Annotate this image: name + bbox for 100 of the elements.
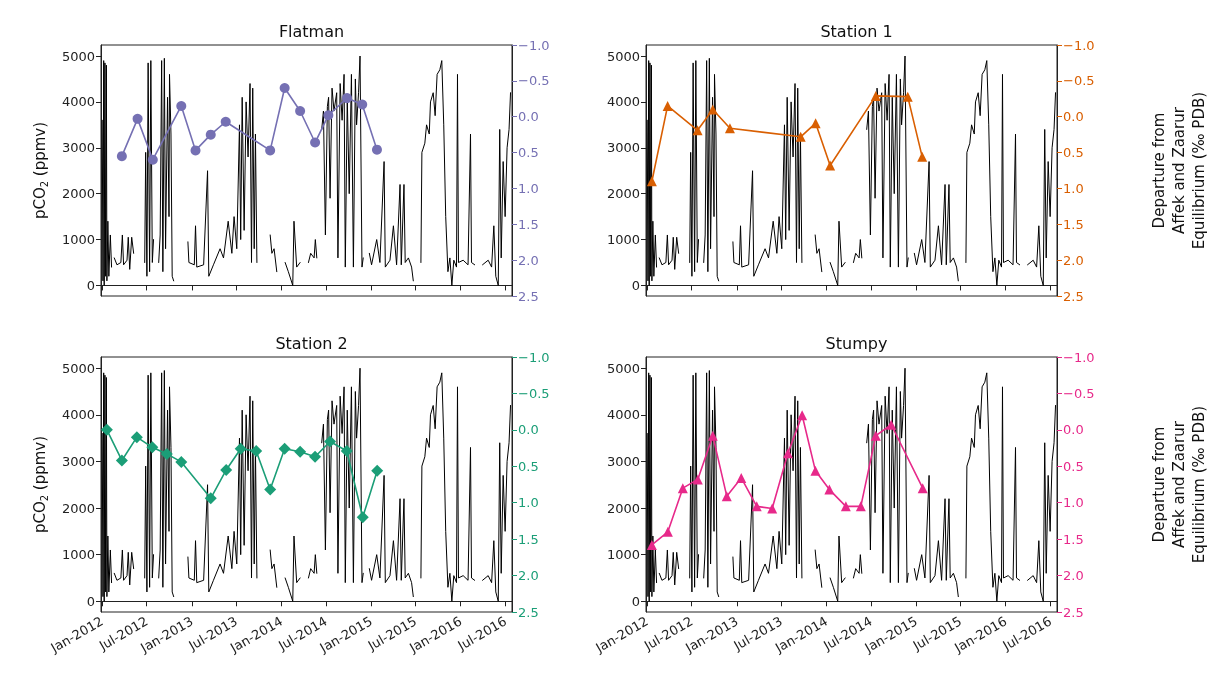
y-tick-label: 4000: [606, 407, 640, 423]
y-tick-label: 2000: [606, 186, 640, 202]
y-tick-label: 0: [86, 277, 95, 293]
y2-tick-label: 0.0: [518, 109, 539, 125]
point: [204, 492, 217, 505]
point: [234, 442, 247, 455]
y-tick-label: 0: [86, 593, 95, 609]
y2-tick-label: −0.5: [1063, 73, 1095, 89]
point: [130, 431, 143, 444]
y-tick-label: 5000: [606, 360, 640, 376]
y2-tick-label: −1.0: [518, 37, 550, 53]
point: [324, 435, 337, 448]
y-tick-label: 0: [631, 593, 640, 609]
point: [855, 501, 866, 512]
y2-tick-label: −0.5: [518, 385, 550, 401]
y2-tick-label: −0.5: [518, 73, 550, 89]
point: [175, 455, 188, 468]
y2-tick-label: 1.5: [518, 531, 539, 547]
y2-tick-label: 0.5: [518, 145, 539, 161]
y-tick-label: 5000: [606, 48, 640, 64]
point: [662, 100, 673, 111]
point: [646, 176, 657, 187]
y2-tick-label: 1.5: [518, 216, 539, 232]
point: [677, 483, 688, 494]
point: [886, 419, 897, 430]
y2-tick-label: 2.5: [1063, 288, 1084, 304]
point: [265, 145, 276, 156]
point: [797, 410, 808, 421]
y-tick-label: 1000: [606, 232, 640, 248]
point: [371, 464, 384, 477]
point: [724, 123, 735, 134]
y2-tick-label: 0.5: [1063, 458, 1084, 474]
point: [132, 113, 143, 124]
y2-tick-label: −1.0: [1063, 37, 1095, 53]
point: [767, 503, 778, 514]
y-tick-label: 5000: [61, 48, 95, 64]
y-tick-label: 0: [631, 277, 640, 293]
y2-tick-label: 2.0: [518, 568, 539, 584]
point: [810, 465, 821, 476]
point: [278, 442, 291, 455]
point: [323, 110, 334, 121]
y-tick-label: 3000: [61, 140, 95, 156]
y2-tick-label: 1.0: [518, 180, 539, 196]
point: [824, 484, 835, 495]
point: [751, 501, 762, 512]
point: [342, 93, 353, 104]
y2-tick-label: 2.5: [518, 288, 539, 304]
y2-axis-title: Departure from Affek and Zaarur Equilibrium (‰ PDB): [1150, 405, 1208, 564]
point: [176, 100, 187, 111]
point: [825, 160, 836, 171]
y-axis-title: pCO2 (ppmv): [31, 435, 50, 534]
chart-title: Stumpy: [825, 333, 888, 353]
y2-tick-label: 1.5: [1063, 216, 1084, 232]
point: [146, 441, 159, 454]
y2-tick-label: 2.0: [518, 252, 539, 268]
point: [646, 539, 657, 550]
y-tick-label: 1000: [606, 547, 640, 563]
y-tick-label: 5000: [61, 360, 95, 376]
point: [902, 91, 913, 102]
y2-tick-label: 0.0: [518, 422, 539, 438]
y-tick-label: 1000: [61, 547, 95, 563]
y2-tick-label: 2.5: [1063, 604, 1084, 620]
y2-tick-label: 0.0: [1063, 422, 1084, 438]
y2-tick-label: 0.0: [1063, 109, 1084, 125]
y2-tick-label: 0.5: [1063, 145, 1084, 161]
point: [220, 116, 231, 127]
chart-title: Station 2: [275, 333, 348, 353]
point: [356, 511, 369, 524]
y2-tick-label: 0.5: [518, 458, 539, 474]
point: [371, 144, 382, 155]
point: [205, 129, 216, 140]
point: [309, 450, 322, 463]
point: [692, 125, 703, 136]
y-tick-label: 4000: [61, 407, 95, 423]
y2-tick-label: 2.5: [518, 604, 539, 620]
y2-tick-label: 1.0: [1063, 495, 1084, 511]
y2-axis-title: Departure from Affek and Zaarur Equilibrium (‰ PDB): [1150, 91, 1208, 250]
point: [264, 483, 277, 496]
point: [917, 151, 928, 162]
y2-tick-label: 2.0: [1063, 568, 1084, 584]
point: [782, 448, 793, 459]
point: [116, 151, 127, 162]
y-tick-label: 2000: [61, 186, 95, 202]
point: [220, 463, 233, 476]
y2-tick-label: 1.0: [1063, 180, 1084, 196]
point: [917, 483, 928, 494]
point: [100, 423, 113, 436]
point: [870, 430, 881, 441]
point: [147, 154, 158, 165]
point: [250, 444, 263, 457]
y2-tick-label: −0.5: [1063, 385, 1095, 401]
y2-tick-label: −1.0: [518, 349, 550, 365]
point: [310, 137, 321, 148]
point: [870, 90, 881, 101]
point: [692, 474, 703, 485]
point: [707, 430, 718, 441]
y-tick-label: 2000: [61, 500, 95, 516]
y-tick-label: 3000: [606, 140, 640, 156]
y-tick-label: 1000: [61, 232, 95, 248]
point: [721, 491, 732, 502]
